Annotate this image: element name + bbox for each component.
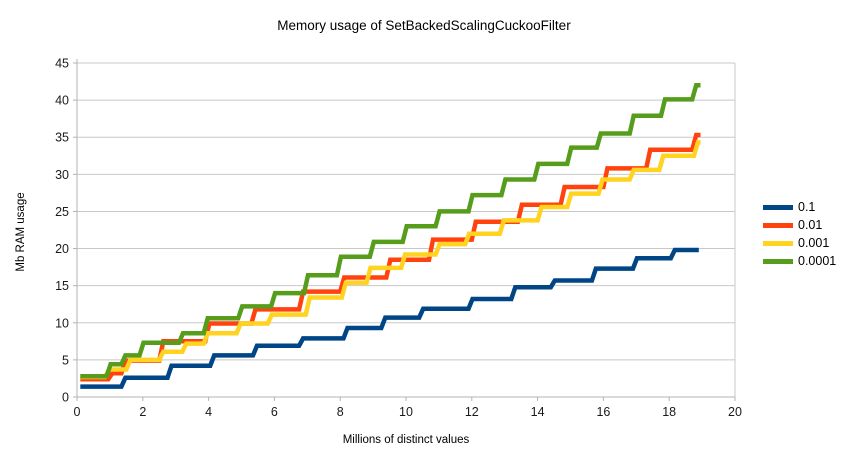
legend-label: 0.01	[798, 218, 823, 232]
x-tick-label: 12	[465, 405, 479, 419]
legend-line-swatch	[763, 223, 793, 228]
x-tick-label: 6	[271, 405, 278, 419]
y-tick-label: 10	[55, 316, 69, 330]
series-lines	[80, 83, 701, 389]
gridlines	[77, 62, 736, 397]
y-tick-label: 20	[55, 242, 69, 256]
y-tick-label: 40	[55, 94, 69, 108]
x-tick-label: 0	[74, 405, 81, 419]
legend-label: 0.1	[798, 200, 816, 214]
x-tick-label: 14	[531, 405, 545, 419]
y-tick-label: 45	[55, 57, 69, 71]
axes: 0 5 10 15 20 25 30 35 40 45 0 2 4 6 8 10 12 14 16 18 20	[55, 57, 742, 420]
series-line-0.001	[80, 140, 701, 380]
x-tick-label: 20	[728, 405, 742, 419]
y-tick-label: 35	[55, 131, 69, 145]
legend: 0.1 0.01 0.001 0.0001	[763, 201, 836, 268]
legend-label: 0.001	[798, 236, 830, 250]
y-tick-label: 25	[55, 205, 69, 219]
x-tick-label: 18	[662, 405, 676, 419]
y-tick-label: 5	[62, 353, 69, 367]
legend-item: 0.1	[763, 201, 836, 214]
series-line-0.1	[80, 247, 699, 389]
x-tick-label: 16	[596, 405, 610, 419]
x-tick-label: 4	[205, 405, 212, 419]
legend-item: 0.01	[763, 219, 836, 232]
legend-line-swatch	[763, 241, 793, 246]
y-tick-label: 30	[55, 168, 69, 182]
y-tick-label: 0	[62, 391, 69, 405]
legend-label: 0.0001	[798, 254, 837, 268]
legend-item: 0.001	[763, 237, 836, 250]
x-axis-title: Millions of distinct values	[342, 434, 470, 446]
x-tick-label: 2	[139, 405, 146, 419]
legend-line-swatch	[763, 205, 793, 210]
y-tick-label: 15	[55, 279, 69, 293]
x-tick-label: 10	[399, 405, 413, 419]
series-line-0.0001	[80, 83, 701, 379]
chart-title: Memory usage of SetBackedScalingCuckooFi…	[277, 18, 571, 33]
legend-item: 0.0001	[763, 255, 836, 268]
legend-line-swatch	[763, 259, 793, 264]
x-tick-label: 8	[337, 405, 344, 419]
